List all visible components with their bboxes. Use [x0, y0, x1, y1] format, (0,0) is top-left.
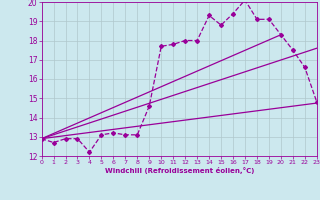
X-axis label: Windchill (Refroidissement éolien,°C): Windchill (Refroidissement éolien,°C) — [105, 167, 254, 174]
